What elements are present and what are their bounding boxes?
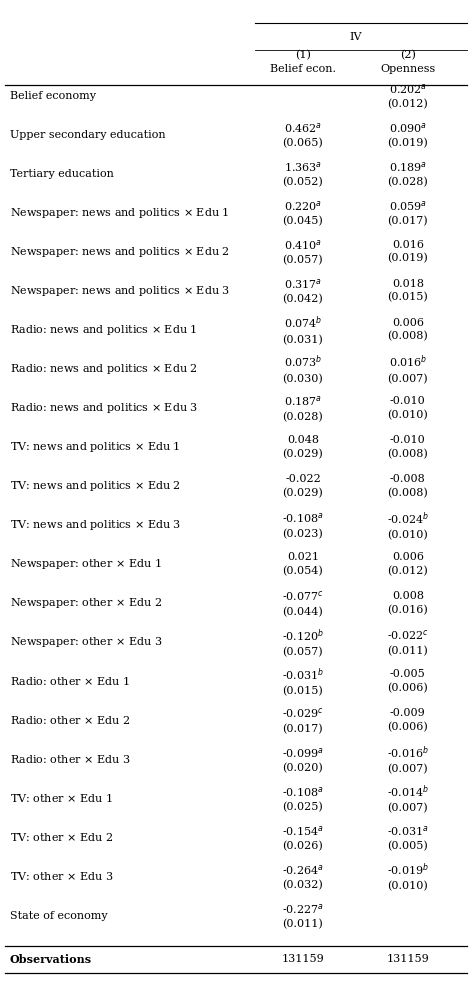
Text: State of economy: State of economy (10, 910, 107, 921)
Text: Radio: news and politics $\times$ Edu 2: Radio: news and politics $\times$ Edu 2 (10, 361, 197, 376)
Text: -0.077$^{c}$
(0.044): -0.077$^{c}$ (0.044) (281, 589, 323, 617)
Text: TV: news and politics $\times$ Edu 2: TV: news and politics $\times$ Edu 2 (10, 479, 180, 493)
Text: -0.108$^{a}$
(0.023): -0.108$^{a}$ (0.023) (281, 511, 323, 539)
Text: -0.120$^{b}$
(0.057): -0.120$^{b}$ (0.057) (281, 627, 323, 657)
Text: Newspaper: news and politics $\times$ Edu 1: Newspaper: news and politics $\times$ Ed… (10, 206, 228, 220)
Text: -0.005
(0.006): -0.005 (0.006) (387, 670, 427, 693)
Text: Newspaper: other $\times$ Edu 1: Newspaper: other $\times$ Edu 1 (10, 558, 161, 571)
Text: Newspaper: news and politics $\times$ Edu 2: Newspaper: news and politics $\times$ Ed… (10, 245, 229, 259)
Text: 0.074$^{b}$
(0.031): 0.074$^{b}$ (0.031) (282, 315, 323, 345)
Text: TV: news and politics $\times$ Edu 3: TV: news and politics $\times$ Edu 3 (10, 518, 180, 532)
Text: 0.008
(0.016): 0.008 (0.016) (387, 591, 427, 615)
Text: Newspaper: other $\times$ Edu 2: Newspaper: other $\times$ Edu 2 (10, 596, 161, 610)
Text: -0.227$^{a}$
(0.011): -0.227$^{a}$ (0.011) (281, 901, 323, 929)
Text: 131159: 131159 (281, 954, 324, 964)
Text: 0.021
(0.054): 0.021 (0.054) (282, 553, 323, 576)
Text: Radio: news and politics $\times$ Edu 3: Radio: news and politics $\times$ Edu 3 (10, 401, 198, 415)
Text: (1)
Belief econ.: (1) Belief econ. (269, 50, 335, 74)
Text: 0.220$^{a}$
(0.045): 0.220$^{a}$ (0.045) (282, 199, 323, 227)
Text: -0.016$^{b}$
(0.007): -0.016$^{b}$ (0.007) (386, 745, 428, 774)
Text: Newspaper: other $\times$ Edu 3: Newspaper: other $\times$ Edu 3 (10, 635, 162, 649)
Text: -0.022$^{c}$
(0.011): -0.022$^{c}$ (0.011) (386, 628, 428, 656)
Text: Radio: other $\times$ Edu 3: Radio: other $\times$ Edu 3 (10, 754, 130, 765)
Text: 0.317$^{a}$
(0.042): 0.317$^{a}$ (0.042) (282, 277, 323, 304)
Text: Radio: other $\times$ Edu 1: Radio: other $\times$ Edu 1 (10, 676, 129, 688)
Text: 0.016$^{b}$
(0.007): 0.016$^{b}$ (0.007) (387, 354, 427, 384)
Text: 0.059$^{a}$
(0.017): 0.059$^{a}$ (0.017) (387, 199, 427, 227)
Text: (2)
Openness: (2) Openness (379, 50, 435, 74)
Text: -0.022
(0.029): -0.022 (0.029) (282, 474, 323, 497)
Text: -0.031$^{b}$
(0.015): -0.031$^{b}$ (0.015) (281, 666, 323, 696)
Text: -0.008
(0.008): -0.008 (0.008) (387, 474, 427, 497)
Text: TV: other $\times$ Edu 2: TV: other $\times$ Edu 2 (10, 831, 113, 843)
Text: -0.108$^{a}$
(0.025): -0.108$^{a}$ (0.025) (281, 785, 323, 813)
Text: 0.410$^{a}$
(0.057): 0.410$^{a}$ (0.057) (282, 238, 323, 266)
Text: -0.031$^{a}$
(0.005): -0.031$^{a}$ (0.005) (386, 823, 428, 851)
Text: Tertiary education: Tertiary education (10, 168, 113, 178)
Text: Radio: other $\times$ Edu 2: Radio: other $\times$ Edu 2 (10, 714, 129, 726)
Text: Belief economy: Belief economy (10, 91, 95, 100)
Text: -0.154$^{a}$
(0.026): -0.154$^{a}$ (0.026) (281, 823, 323, 851)
Text: 131159: 131159 (386, 954, 428, 964)
Text: Radio: news and politics $\times$ Edu 1: Radio: news and politics $\times$ Edu 1 (10, 323, 197, 337)
Text: -0.264$^{a}$
(0.032): -0.264$^{a}$ (0.032) (281, 863, 323, 890)
Text: 0.018
(0.015): 0.018 (0.015) (387, 279, 427, 302)
Text: 0.202$^{a}$
(0.012): 0.202$^{a}$ (0.012) (387, 82, 427, 109)
Text: 0.189$^{a}$
(0.028): 0.189$^{a}$ (0.028) (387, 160, 427, 187)
Text: 0.006
(0.012): 0.006 (0.012) (387, 553, 427, 576)
Text: 0.090$^{a}$
(0.019): 0.090$^{a}$ (0.019) (387, 121, 427, 149)
Text: 1.363$^{a}$
(0.052): 1.363$^{a}$ (0.052) (282, 160, 323, 187)
Text: Upper secondary education: Upper secondary education (10, 130, 165, 140)
Text: 0.006
(0.008): 0.006 (0.008) (387, 318, 427, 342)
Text: -0.009
(0.006): -0.009 (0.006) (387, 708, 427, 732)
Text: -0.019$^{b}$
(0.010): -0.019$^{b}$ (0.010) (386, 861, 428, 891)
Text: Observations: Observations (10, 953, 91, 965)
Text: 0.048
(0.029): 0.048 (0.029) (282, 435, 323, 459)
Text: -0.010
(0.010): -0.010 (0.010) (387, 396, 427, 420)
Text: TV: news and politics $\times$ Edu 1: TV: news and politics $\times$ Edu 1 (10, 440, 180, 454)
Text: TV: other $\times$ Edu 1: TV: other $\times$ Edu 1 (10, 792, 112, 805)
Text: -0.099$^{a}$
(0.020): -0.099$^{a}$ (0.020) (281, 746, 323, 773)
Text: Newspaper: news and politics $\times$ Edu 3: Newspaper: news and politics $\times$ Ed… (10, 284, 229, 297)
Text: TV: other $\times$ Edu 3: TV: other $\times$ Edu 3 (10, 871, 113, 883)
Text: IV: IV (348, 33, 361, 42)
Text: -0.029$^{c}$
(0.017): -0.029$^{c}$ (0.017) (281, 706, 323, 734)
Text: -0.024$^{b}$
(0.010): -0.024$^{b}$ (0.010) (386, 510, 428, 540)
Text: 0.187$^{a}$
(0.028): 0.187$^{a}$ (0.028) (282, 394, 323, 422)
Text: 0.462$^{a}$
(0.065): 0.462$^{a}$ (0.065) (282, 121, 323, 149)
Text: 0.016
(0.019): 0.016 (0.019) (387, 240, 427, 264)
Text: -0.010
(0.008): -0.010 (0.008) (387, 435, 427, 459)
Text: -0.014$^{b}$
(0.007): -0.014$^{b}$ (0.007) (386, 783, 428, 814)
Text: 0.073$^{b}$
(0.030): 0.073$^{b}$ (0.030) (282, 354, 323, 384)
